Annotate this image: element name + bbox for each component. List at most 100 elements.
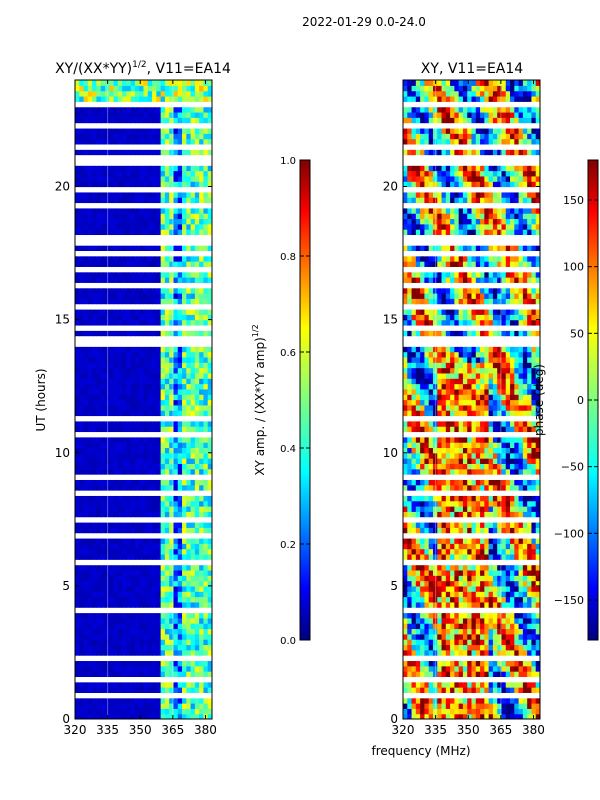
heatmap-cell [182, 671, 187, 677]
heatmap-cell [203, 266, 209, 273]
heatmap-cell [182, 149, 187, 156]
heatmap-cell [531, 697, 537, 704]
heatmap-cell [109, 463, 115, 470]
heatmap-cell [424, 564, 430, 571]
heatmap-cell [122, 80, 127, 86]
heatmap-cell [186, 271, 192, 278]
heatmap-cell [117, 170, 123, 177]
heatmap-cell [143, 495, 149, 502]
heatmap-cell [190, 133, 196, 140]
heatmap-cell [415, 543, 421, 550]
heatmap-cell [480, 660, 485, 667]
heatmap-cell [403, 639, 408, 646]
heatmap-cell [117, 234, 123, 241]
heatmap-cell [207, 506, 212, 512]
heatmap-cell [415, 575, 421, 582]
heatmap-cell [518, 660, 524, 667]
heatmap-cell [207, 197, 212, 204]
heatmap-cell [126, 388, 132, 395]
heatmap-cell [160, 410, 166, 417]
heatmap-cell [100, 495, 106, 502]
heatmap-cell [83, 117, 89, 124]
heatmap-cell [203, 314, 209, 321]
heatmap-cell [505, 553, 511, 560]
heatmap-cell [113, 532, 119, 539]
heatmap-cell [207, 420, 212, 427]
heatmap-cell [190, 596, 196, 603]
heatmap-cell [134, 399, 140, 406]
heatmap-cell [87, 277, 93, 283]
heatmap-cell [169, 644, 175, 651]
heatmap-cell [475, 644, 481, 651]
heatmap-cell [117, 479, 123, 486]
heatmap-cell [75, 239, 80, 246]
heatmap-cell [480, 543, 485, 550]
heatmap-cell [113, 303, 119, 310]
heatmap-cell [79, 111, 85, 118]
heatmap-cell [432, 617, 438, 624]
heatmap-cell [130, 170, 136, 177]
heatmap-cell [109, 607, 115, 614]
heatmap-cell [130, 229, 136, 236]
heatmap-cell [96, 436, 102, 443]
heatmap-cell [79, 239, 85, 246]
heatmap-cell [117, 223, 123, 230]
heatmap-cell [147, 223, 153, 230]
heatmap-cell [96, 665, 102, 672]
heatmap-cell [194, 218, 200, 225]
heatmap-cell [190, 585, 196, 592]
heatmap-cell [92, 303, 98, 310]
heatmap-cell [164, 671, 170, 677]
heatmap-cell [134, 479, 140, 486]
heatmap-cell [441, 607, 447, 614]
heatmap-cell [143, 708, 149, 715]
heatmap-cell [492, 692, 498, 699]
heatmap-cell [126, 468, 132, 475]
heatmap-cell [113, 319, 119, 326]
heatmap-cell [424, 697, 430, 704]
heatmap-cell [480, 623, 485, 630]
heatmap-cell [186, 564, 192, 571]
heatmap-cell [156, 601, 162, 608]
heatmap-cell [79, 117, 85, 124]
heatmap-cell [186, 553, 192, 560]
heatmap-cell [514, 655, 520, 662]
heatmap-cell [173, 229, 179, 236]
heatmap-cell [432, 639, 438, 646]
heatmap-cell [471, 564, 477, 571]
heatmap-cell [126, 308, 132, 315]
heatmap-cell [75, 676, 80, 683]
heatmap-cell [484, 703, 490, 709]
heatmap-cell [147, 452, 153, 459]
heatmap-cell [182, 324, 187, 331]
heatmap-cell [143, 500, 149, 507]
heatmap-cell [83, 537, 89, 544]
heatmap-cell [122, 447, 127, 454]
heatmap-cell [186, 569, 192, 576]
heatmap-cell [432, 537, 438, 544]
heatmap-cell [109, 495, 115, 502]
heatmap-cell [96, 335, 102, 342]
heatmap-cell [100, 426, 106, 433]
heatmap-cell [407, 612, 413, 619]
heatmap-cell [104, 388, 110, 395]
heatmap-cell [143, 511, 149, 518]
heatmap-cell [130, 277, 136, 283]
heatmap-cell [130, 287, 136, 294]
heatmap-cell [199, 681, 205, 688]
heatmap-cell [96, 607, 102, 614]
heatmap-cell [87, 207, 93, 214]
heatmap-cell [122, 335, 127, 342]
heatmap-cell [147, 564, 153, 571]
heatmap-cell [522, 697, 528, 704]
heatmap-cell [501, 676, 507, 683]
heatmap-cell [518, 681, 524, 688]
heatmap-cell [134, 165, 140, 172]
heatmap-cell [164, 356, 170, 363]
heatmap-cell [177, 394, 183, 401]
heatmap-cell [173, 319, 179, 326]
heatmap-cell [100, 468, 106, 475]
heatmap-cell [424, 703, 430, 709]
heatmap-cell [169, 138, 175, 145]
heatmap-cell [492, 580, 498, 587]
